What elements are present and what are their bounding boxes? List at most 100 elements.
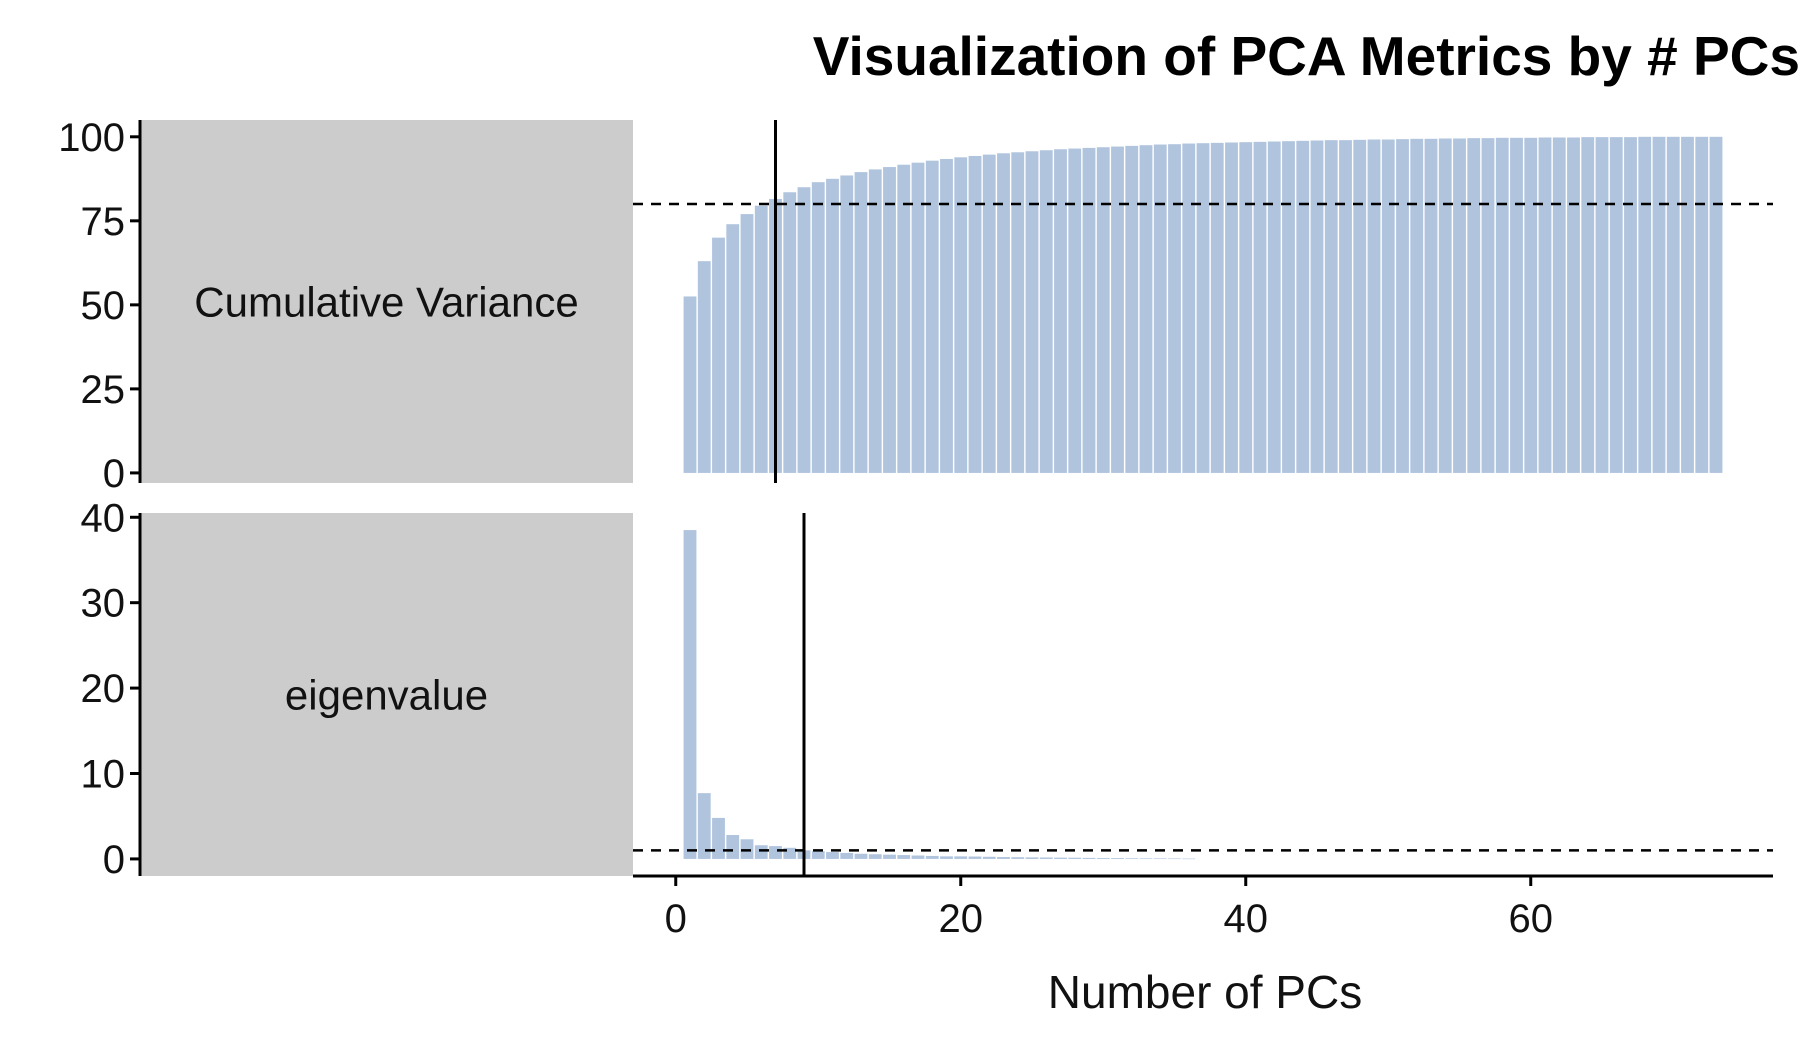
bar-pc-24 — [1011, 857, 1025, 859]
bar-pc-69 — [1652, 136, 1666, 473]
bar-pc-41 — [1253, 141, 1267, 473]
bar-pc-67 — [1624, 137, 1637, 473]
bar-pc-35 — [1168, 144, 1181, 473]
bars — [683, 530, 1196, 860]
bar-pc-15 — [883, 854, 896, 859]
y-tick-label: 100 — [58, 116, 125, 160]
bar-pc-68 — [1638, 136, 1652, 473]
bar-pc-18 — [925, 855, 939, 859]
bar-pc-25 — [1025, 857, 1039, 859]
y-tick-label: 0 — [103, 452, 125, 496]
bar-pc-23 — [997, 857, 1010, 859]
bar-pc-39 — [1225, 142, 1238, 473]
bar-pc-2 — [697, 793, 711, 859]
bar-pc-26 — [1039, 150, 1053, 473]
bar-pc-10 — [811, 182, 825, 473]
facet-strip — [140, 120, 633, 483]
facet-eigenvalue: eigenvalue 0 10 20 30 40 — [81, 496, 1773, 882]
bar-pc-2 — [697, 261, 711, 473]
y-tick-label: 40 — [81, 496, 126, 540]
bar-pc-65 — [1595, 137, 1609, 473]
bar-pc-28 — [1068, 148, 1082, 473]
bar-pc-15 — [883, 167, 896, 473]
facet-cumulative-variance: Cumulative Variance 0 25 50 75 100 — [58, 116, 1773, 496]
bar-pc-38 — [1210, 142, 1224, 473]
bar-pc-21 — [968, 856, 982, 859]
y-axis: 0 25 50 75 100 — [58, 116, 142, 496]
bar-pc-23 — [997, 153, 1010, 473]
bar-pc-44 — [1296, 140, 1310, 473]
bar-pc-4 — [726, 224, 740, 473]
bar-pc-48 — [1353, 139, 1367, 473]
bar-pc-73 — [1709, 136, 1723, 473]
bar-pc-71 — [1681, 136, 1694, 473]
bar-pc-59 — [1510, 137, 1523, 473]
bar-pc-12 — [840, 852, 854, 859]
bar-pc-16 — [897, 164, 911, 473]
bar-pc-6 — [754, 845, 768, 859]
bar-pc-34 — [1153, 144, 1167, 473]
y-tick-label: 50 — [81, 284, 126, 328]
x-tick-label: 40 — [1224, 897, 1269, 941]
bar-pc-14 — [868, 169, 882, 473]
facet-strip — [140, 513, 633, 876]
y-axis: 0 10 20 30 40 — [81, 496, 142, 882]
bar-pc-3 — [712, 817, 725, 859]
bar-pc-64 — [1581, 137, 1595, 473]
bar-pc-57 — [1481, 138, 1495, 473]
bar-pc-29 — [1082, 147, 1096, 473]
x-tick-label: 20 — [939, 897, 984, 941]
x-tick-label: 60 — [1509, 897, 1554, 941]
facet-label: Cumulative Variance — [194, 279, 578, 326]
bar-pc-30 — [1096, 858, 1110, 859]
bar-pc-36 — [1182, 143, 1196, 473]
x-axis-title: Number of PCs — [1048, 966, 1362, 1018]
bar-pc-10 — [811, 851, 825, 859]
bar-pc-45 — [1310, 140, 1324, 473]
y-tick-label: 30 — [81, 582, 126, 626]
bar-pc-32 — [1125, 145, 1139, 473]
bar-pc-33 — [1139, 145, 1153, 473]
bars — [683, 136, 1723, 473]
bar-pc-24 — [1011, 152, 1025, 473]
bar-pc-56 — [1467, 138, 1481, 473]
bar-pc-53 — [1424, 138, 1438, 473]
bar-pc-27 — [1054, 149, 1067, 473]
bar-pc-43 — [1282, 141, 1295, 473]
bar-pc-70 — [1666, 136, 1680, 473]
bar-pc-54 — [1438, 138, 1452, 473]
bar-pc-5 — [740, 839, 754, 859]
bar-pc-33 — [1139, 858, 1153, 859]
facet-label: eigenvalue — [285, 672, 488, 719]
bar-pc-66 — [1609, 137, 1623, 473]
bar-pc-31 — [1111, 858, 1124, 859]
bar-pc-21 — [968, 155, 982, 473]
bar-pc-14 — [868, 854, 882, 859]
bar-pc-32 — [1125, 858, 1139, 859]
bar-pc-61 — [1538, 137, 1552, 473]
bar-pc-5 — [740, 214, 754, 473]
bar-pc-55 — [1453, 138, 1466, 473]
bar-pc-63 — [1567, 137, 1580, 473]
bar-pc-12 — [840, 175, 854, 473]
bar-pc-30 — [1096, 147, 1110, 473]
bar-pc-13 — [854, 853, 868, 859]
y-tick-label: 75 — [81, 200, 126, 244]
bar-pc-17 — [911, 162, 925, 473]
y-tick-label: 25 — [81, 368, 126, 412]
bar-pc-49 — [1367, 139, 1381, 473]
bar-pc-50 — [1381, 139, 1395, 473]
bar-pc-28 — [1068, 857, 1082, 859]
bar-pc-36 — [1182, 858, 1196, 860]
bar-pc-4 — [726, 835, 740, 859]
bar-pc-9 — [797, 187, 811, 473]
bar-pc-18 — [925, 160, 939, 473]
bar-pc-11 — [826, 178, 839, 473]
bar-pc-8 — [783, 847, 797, 859]
bar-pc-1 — [683, 296, 697, 473]
bar-pc-22 — [982, 856, 996, 859]
bar-pc-31 — [1111, 146, 1124, 473]
bar-pc-62 — [1552, 137, 1566, 473]
bar-pc-19 — [940, 856, 953, 859]
